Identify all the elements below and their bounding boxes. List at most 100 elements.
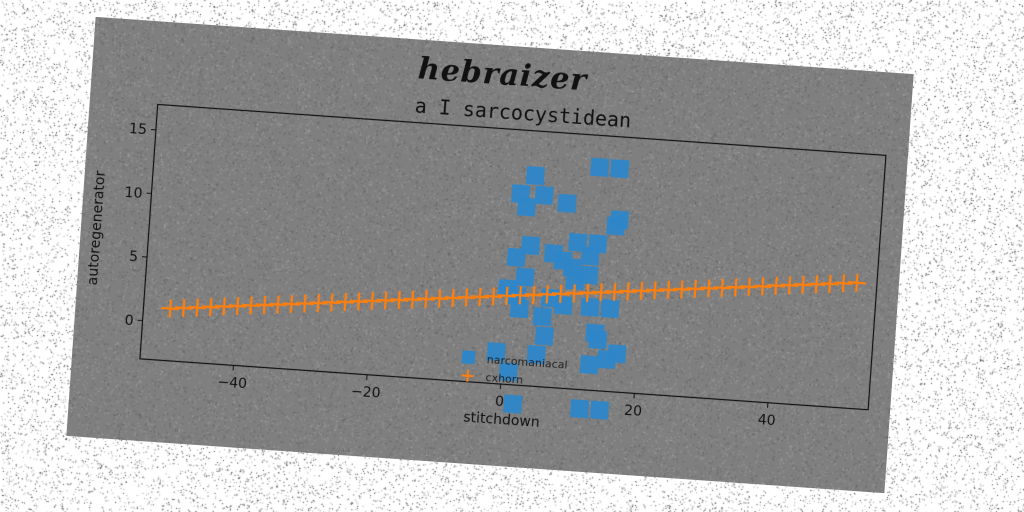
legend-swatch-cxhorn [461, 369, 474, 382]
scatter-point-narcomaniacal [534, 326, 554, 346]
scatter-point-narcomaniacal [486, 342, 506, 362]
scatter-point-narcomaniacal [596, 349, 617, 370]
scatter-point-narcomaniacal [498, 362, 518, 382]
scatter-point-cxhorn [484, 287, 503, 306]
scatter-point-cxhorn [188, 298, 207, 317]
scatter-point-cxhorn [255, 295, 274, 315]
axes-frame [139, 103, 887, 411]
scatter-point-narcomaniacal [588, 330, 608, 350]
y-tick-label: 5 [129, 249, 139, 266]
scatter-point-narcomaniacal [509, 299, 529, 319]
scatter-point-cxhorn [390, 290, 409, 310]
y-tick-label: 0 [124, 312, 134, 329]
scatter-point-cxhorn [592, 283, 611, 302]
legend-label-cxhorn: cxhorn [485, 371, 523, 387]
scatter-point-cxhorn [443, 288, 463, 307]
scatter-point-cxhorn [632, 281, 651, 300]
scatter-point-cxhorn [740, 277, 759, 296]
scatter-point-cxhorn [349, 292, 368, 311]
scatter-point-narcomaniacal [506, 247, 526, 267]
scatter-point-cxhorn [605, 282, 624, 301]
scatter-point-narcomaniacal [580, 246, 600, 266]
y-tick-label: 10 [124, 185, 143, 202]
scatter-point-cxhorn [228, 296, 247, 316]
x-tick-label: −20 [351, 384, 382, 402]
legend: narcomaniacal cxhorn [461, 350, 568, 387]
figure-panel: hebraizer a I sarcocystidean stitchdown … [66, 16, 914, 494]
scatter-point-cxhorn [241, 296, 261, 315]
legend-label-narcomaniacal: narcomaniacal [486, 353, 568, 372]
scatter-point-cxhorn [847, 273, 866, 292]
scatter-point-narcomaniacal [589, 400, 610, 420]
scatter-point-narcomaniacal [515, 267, 535, 287]
scatter-point-cxhorn [753, 277, 772, 296]
scatter-point-cxhorn [174, 298, 193, 318]
scatter-point-cxhorn [686, 279, 705, 298]
scatter-point-cxhorn [470, 287, 489, 306]
scatter-point-cxhorn [713, 278, 732, 297]
scatter-point-cxhorn [699, 279, 718, 298]
scatter-point-cxhorn [672, 280, 691, 299]
x-tick-label: 40 [757, 412, 776, 429]
scatter-point-narcomaniacal [503, 394, 523, 414]
scatter-point-cxhorn [578, 283, 597, 302]
scatter-point-cxhorn [565, 284, 584, 303]
scatter-point-cxhorn [807, 275, 826, 294]
scatter-point-cxhorn [376, 291, 395, 310]
scatter-point-cxhorn [645, 281, 664, 300]
scatter-point-narcomaniacal [525, 165, 545, 186]
scatter-point-narcomaniacal [565, 271, 585, 291]
scatter-point-narcomaniacal [610, 159, 630, 179]
scatter-point-cxhorn [497, 286, 516, 305]
scatter-point-cxhorn [511, 286, 530, 305]
scatter-point-narcomaniacal [557, 193, 577, 213]
scatter-point-cxhorn [417, 289, 436, 309]
scatter-point-narcomaniacal [606, 216, 626, 236]
scatter-point-cxhorn [524, 285, 543, 304]
scatter-point-cxhorn [780, 276, 799, 295]
scatter-point-narcomaniacal [579, 355, 599, 375]
scatter-point-cxhorn [726, 278, 745, 297]
scatter-point-cxhorn [618, 282, 638, 301]
plot-area [161, 157, 866, 420]
y-tick-label: 15 [129, 121, 148, 138]
scatter-point-cxhorn [363, 291, 382, 311]
scatter-point-cxhorn [403, 290, 422, 309]
scatter-point-narcomaniacal [553, 295, 573, 315]
scatter-point-cxhorn [322, 293, 341, 312]
axis-ticks: −40 −20 0 20 40 0 5 10 15 [124, 121, 776, 429]
scatter-point-narcomaniacal [590, 157, 610, 177]
scatter-point-cxhorn [659, 280, 678, 299]
x-axis-label: stitchdown [463, 410, 540, 431]
scatter-point-cxhorn [268, 295, 288, 314]
scatter-point-narcomaniacal [534, 185, 554, 205]
scatter-point-cxhorn [336, 292, 355, 312]
plot-title: a I sarcocystidean [414, 93, 632, 132]
scatter-point-cxhorn [282, 294, 301, 314]
legend-swatch-narcomaniacal [461, 350, 476, 365]
scatter-point-narcomaniacal [580, 297, 600, 317]
scatter-point-cxhorn [295, 294, 314, 313]
scatter-point-narcomaniacal [569, 399, 590, 419]
scatter-point-narcomaniacal [532, 307, 552, 327]
scatter-point-cxhorn [161, 299, 180, 318]
scatter-point-cxhorn [457, 288, 476, 307]
scatter-point-cxhorn [767, 276, 786, 295]
scatter-point-cxhorn [820, 274, 839, 293]
scatter-point-cxhorn [215, 297, 234, 316]
x-tick-label: 0 [494, 394, 504, 411]
scatter-point-cxhorn [430, 289, 449, 308]
x-tick-label: −40 [217, 374, 248, 392]
scatter-point-narcomaniacal [526, 344, 546, 365]
scatter-point-cxhorn [793, 275, 813, 294]
scatter-point-narcomaniacal [600, 299, 620, 319]
scatter-point-cxhorn [538, 285, 557, 304]
scatter-point-cxhorn [834, 274, 853, 293]
scatter-point-cxhorn [201, 297, 220, 317]
scatter-point-cxhorn [551, 284, 570, 303]
x-tick-label: 20 [624, 403, 643, 420]
y-axis-label: autoregenerator [85, 170, 109, 286]
scatter-point-cxhorn [309, 293, 328, 313]
scatter-chart: a I sarcocystidean stitchdown autoregene… [85, 93, 887, 431]
scatter-point-narcomaniacal [516, 197, 537, 217]
